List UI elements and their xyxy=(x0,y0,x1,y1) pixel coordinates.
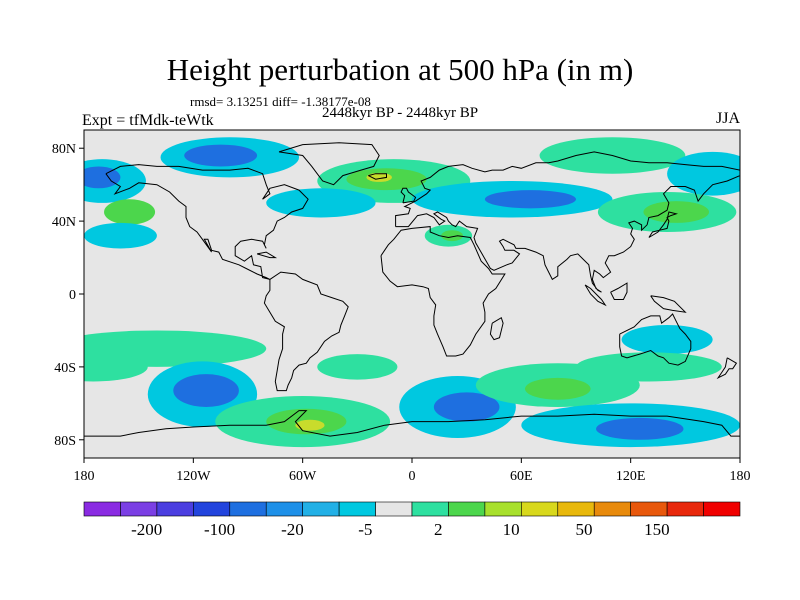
colorbar-swatch xyxy=(521,501,559,517)
colorbar-swatch xyxy=(229,501,267,517)
colorbar-swatch xyxy=(666,501,704,517)
coast-new-guinea xyxy=(650,295,687,313)
coast-borneo xyxy=(610,282,628,300)
lat-tick-label: 40N xyxy=(52,215,76,230)
lat-tick-label: 0 xyxy=(69,288,76,303)
colorbar-swatch xyxy=(338,501,376,517)
colorbar-swatch xyxy=(375,501,413,517)
coast-south-america xyxy=(263,271,349,392)
lon-tick-label: 60E xyxy=(510,469,533,484)
colorbar-swatch xyxy=(411,501,449,517)
latitude-labels: 80N 40N 0 40S 80S xyxy=(52,142,84,449)
contour-region-indian-ocean-high-core xyxy=(524,377,591,400)
coast-cuba xyxy=(256,251,278,259)
colorbar-labels: -200 -100 -20 -5 2 10 50 150 xyxy=(131,520,670,539)
colorbar-swatch xyxy=(265,501,303,517)
stats-text: rmsd= 3.13251 diff= -1.38177e-08 xyxy=(190,94,371,109)
contour-region-south-pacific-belt-high xyxy=(84,330,267,367)
coast-eurasia xyxy=(395,151,741,293)
contour-region-south-atlantic-high xyxy=(317,354,398,380)
contour-region-drake-high-peak xyxy=(295,419,325,431)
contour-region-kamchatka-low xyxy=(667,151,740,196)
contour-region-south-pacific-belt-high-2 xyxy=(84,352,148,382)
colorbar-swatch xyxy=(593,501,631,517)
colorbar-swatch xyxy=(630,501,668,517)
lat-tick-label: 40S xyxy=(54,361,76,376)
season-label: JJA xyxy=(716,110,741,127)
colorbar-label: -20 xyxy=(281,520,304,539)
colorbar-swatch xyxy=(193,501,231,517)
coastlines xyxy=(84,142,741,437)
lon-tick-label: 180 xyxy=(730,469,751,484)
colorbar-swatch xyxy=(484,501,522,517)
contour-region-north-atlantic-low xyxy=(266,188,376,218)
coast-africa xyxy=(380,226,506,357)
colorbar-swatch xyxy=(120,501,158,517)
contour-region-north-pacific-high xyxy=(104,199,156,225)
coast-north-america xyxy=(105,164,309,280)
longitude-labels: 180 120W 60W 0 60E 120E 180 xyxy=(74,458,751,484)
colorbar-label: 150 xyxy=(644,520,670,539)
coast-indonesia-sumatra xyxy=(584,284,607,307)
coast-antarctica xyxy=(84,410,740,437)
colorbar xyxy=(83,501,741,517)
period-text: 2448kyr BP - 2448kyr BP xyxy=(322,105,479,121)
coast-iceland xyxy=(368,173,387,180)
colorbar-label: 50 xyxy=(576,520,593,539)
experiment-label: Expt = tfMdk-teWtk xyxy=(82,112,214,129)
colorbar-swatch xyxy=(156,501,194,517)
colorbar-label: 10 xyxy=(503,520,520,539)
coast-australia xyxy=(619,313,692,366)
coast-madagascar xyxy=(489,316,504,341)
lon-tick-label: 60W xyxy=(289,469,317,484)
colorbar-label: -100 xyxy=(204,520,235,539)
coast-uk xyxy=(400,187,417,204)
contour-region-mediterranean-high-core xyxy=(441,230,464,242)
contour-region-australia-low xyxy=(621,324,713,355)
contour-region-south-pacific-low-core xyxy=(173,374,239,407)
colorbar-label: -200 xyxy=(131,520,162,539)
map-panel xyxy=(83,129,741,459)
lon-tick-label: 120E xyxy=(616,469,646,484)
colorbar-swatch xyxy=(83,501,121,517)
contour-region-north-pacific-low-core xyxy=(84,166,121,189)
colorbar-swatch xyxy=(448,501,486,517)
lon-tick-label: 120W xyxy=(176,469,211,484)
colorbar-swatch xyxy=(557,501,595,517)
lat-tick-label: 80N xyxy=(52,142,76,157)
colorbar-label: -5 xyxy=(358,520,372,539)
contour-region-east-asia-high-core xyxy=(643,201,710,223)
coast-greenland xyxy=(278,142,380,186)
contour-region-southern-ocean-low-core xyxy=(596,417,684,440)
lon-tick-label: 180 xyxy=(74,469,95,484)
contour-region-australia-belt-high xyxy=(576,352,722,382)
colorbar-swatch xyxy=(703,501,741,517)
contour-region-south-atlantic-low-core xyxy=(433,392,500,422)
lat-tick-label: 80S xyxy=(54,434,76,449)
plot-title: Height perturbation at 500 hPa (in m) xyxy=(166,52,634,87)
colorbar-label: 2 xyxy=(434,520,443,539)
coast-japan xyxy=(648,211,678,238)
colorbar-swatch xyxy=(302,501,340,517)
coast-new-zealand xyxy=(716,357,738,380)
contour-fills xyxy=(84,137,740,448)
contour-region-east-pacific-low xyxy=(84,222,157,249)
lon-tick-label: 0 xyxy=(409,469,416,484)
contour-region-greenland-atlantic-high-peak xyxy=(366,172,392,182)
contour-region-arctic-canada-low-core xyxy=(184,144,258,167)
contour-region-eurasia-low-core xyxy=(484,190,576,209)
